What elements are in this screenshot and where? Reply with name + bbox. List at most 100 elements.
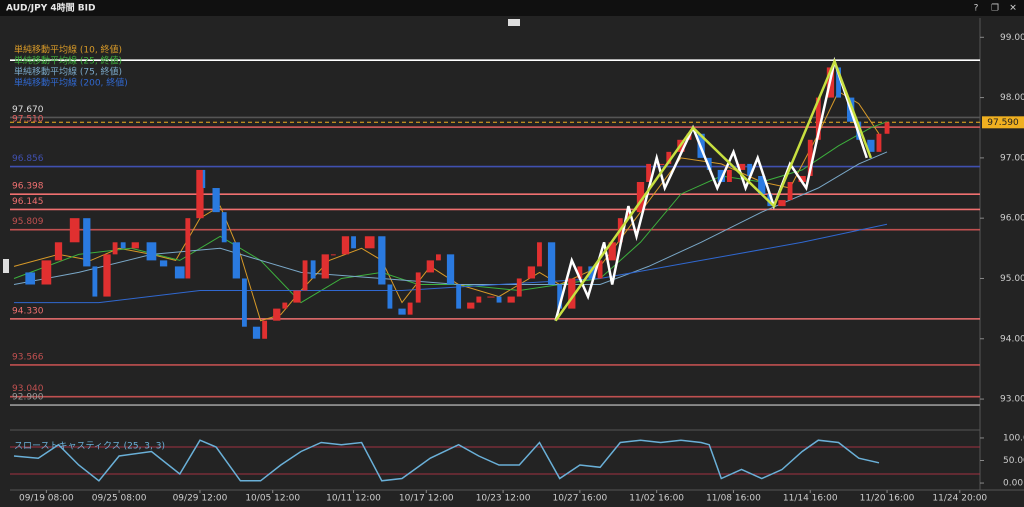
y-tick-label: 0.00 (1003, 479, 1023, 489)
y-tick-label: 94.000 (1000, 334, 1024, 344)
candle (351, 236, 356, 249)
y-tick-label: 93.000 (1000, 395, 1024, 405)
candle (836, 67, 841, 98)
y-tick-label: 97.000 (1000, 153, 1024, 163)
candle (496, 296, 502, 303)
candle (435, 254, 441, 261)
x-tick-label: 09/19 08:00 (19, 494, 74, 504)
moving-average (13, 121, 888, 304)
x-tick-label: 11/20 16:00 (860, 494, 915, 504)
candle (262, 320, 268, 339)
candle (758, 175, 766, 195)
level-label: 94.330 (12, 306, 44, 316)
candle (330, 254, 336, 256)
level-label: 97.670 (12, 105, 44, 115)
candle (282, 302, 288, 309)
candle (310, 260, 316, 279)
candle (185, 218, 191, 279)
y-tick-label: 98.000 (1000, 93, 1024, 103)
title-bar (0, 0, 1024, 16)
panel-title: スローストキャスティクス (25, 3, 3) (14, 441, 165, 452)
legend-entry: 単純移動平均線 (200, 終値) (14, 77, 128, 89)
candle (456, 284, 462, 309)
x-tick-label: 11/08 16:00 (706, 494, 761, 504)
candle (212, 188, 220, 213)
candle (378, 236, 386, 285)
moving-average (13, 151, 888, 285)
level-label: 96.856 (12, 154, 44, 164)
moving-average (14, 223, 888, 304)
help-button[interactable]: ? (974, 4, 979, 14)
candle (131, 242, 139, 249)
candle (146, 242, 157, 261)
candle (41, 260, 52, 285)
candle (737, 163, 746, 170)
level-label: 97.510 (12, 115, 44, 125)
window-title: AUD/JPY 4時間 BID (6, 2, 95, 14)
candle (273, 308, 281, 321)
y-tick-label: 95.000 (1000, 274, 1024, 284)
x-tick-label: 10/05 12:00 (245, 494, 300, 504)
candle (426, 260, 434, 273)
level-label: 93.040 (12, 384, 44, 394)
candle (364, 236, 375, 249)
candle (507, 296, 515, 303)
candle (867, 139, 875, 152)
candle (467, 302, 475, 309)
candle (747, 163, 753, 176)
collapse-handle[interactable] (508, 19, 520, 26)
candle (341, 236, 350, 255)
candle (54, 242, 63, 261)
x-tick-label: 10/11 12:00 (326, 494, 381, 504)
candle (174, 266, 185, 279)
level-label: 96.145 (12, 197, 44, 207)
candle (557, 284, 563, 309)
x-tick-label: 10/27 16:00 (553, 494, 608, 504)
restore-button[interactable]: ❐ (991, 4, 999, 14)
candle (321, 254, 329, 279)
candle (588, 266, 596, 279)
candle (112, 242, 118, 255)
legend-entry: 単純移動平均線 (10, 終値) (14, 44, 122, 56)
legend-entry: 単純移動平均線 (25, 終値) (14, 55, 122, 67)
candle (252, 326, 261, 339)
x-tick-label: 10/23 12:00 (476, 494, 531, 504)
candle (25, 272, 36, 285)
candle (657, 163, 665, 165)
candle (527, 266, 536, 279)
candle (83, 218, 91, 267)
candle (537, 242, 542, 267)
candle (159, 260, 168, 267)
y-tick-label: 96.000 (1000, 214, 1024, 224)
candle (69, 218, 80, 243)
candle (221, 212, 227, 243)
zigzag-line (554, 58, 873, 322)
x-tick-label: 11/24 20:00 (932, 494, 987, 504)
candle (92, 266, 98, 297)
level-label: 95.809 (12, 217, 44, 227)
y-tick-label: 99.000 (1000, 33, 1024, 43)
y-tick-label: 50.00 (1003, 456, 1024, 466)
y-tick-label: 100.00 (1003, 433, 1024, 443)
candle (778, 200, 786, 207)
candle (798, 175, 806, 182)
candle (597, 260, 603, 279)
candle (577, 266, 583, 279)
candle (666, 151, 672, 164)
candle (446, 254, 455, 285)
x-tick-label: 10/17 12:00 (399, 494, 454, 504)
candle (547, 242, 556, 285)
candle (232, 242, 240, 279)
candle (476, 296, 482, 303)
side-handle[interactable] (3, 259, 9, 273)
candle (293, 290, 301, 303)
candle (884, 122, 890, 134)
candle (202, 169, 206, 189)
candle (415, 272, 421, 303)
close-button[interactable]: ✕ (1009, 4, 1017, 14)
x-tick-label: 09/25 08:00 (92, 494, 147, 504)
candle (407, 302, 413, 315)
